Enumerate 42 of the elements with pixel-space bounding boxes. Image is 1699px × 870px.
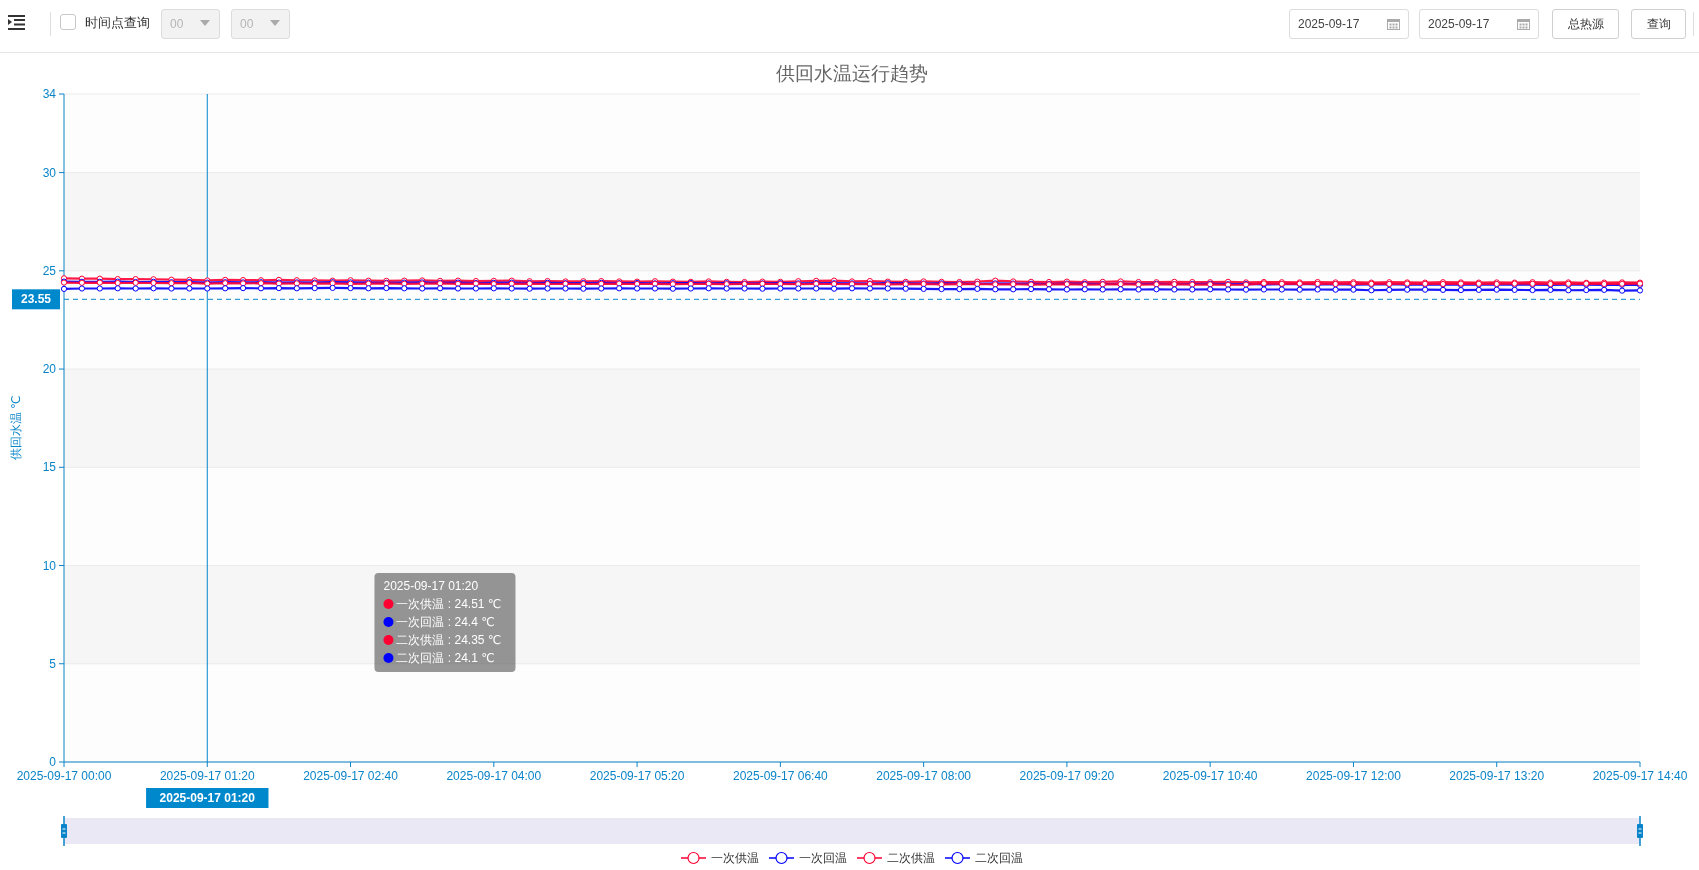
y-tick-label: 5 [49,656,57,671]
x-tick-label: 2025-09-17 09:20 [1019,769,1115,783]
y-tick-label: 10 [42,558,57,573]
legend-label: 一次回温 [799,851,847,865]
ref-line-label: 2025-09-17 01:20 [146,788,269,808]
date-input: 2025-09-17 [1289,9,1409,39]
x-tick-label: 2025-09-17 10:40 [1162,769,1258,783]
annotation: 2025-09-17 01:20 [383,578,479,593]
text: 时间点查询 [85,14,150,32]
ref-line-label: 23.55 [20,292,52,307]
select: 00 [161,9,220,39]
annotation: 一次回温 : 24.4 ℃ [396,614,495,629]
ref-line-label: 2025-09-17 01:20 [159,791,256,805]
y-tick-label: 25 [42,263,57,278]
y-axis-title: 供回水温 ℃ [9,395,23,461]
x-tick-label: 2025-09-17 13:20 [1449,769,1545,783]
x-tick-label: 2025-09-17 00:00 [16,769,112,783]
chart-title: 供回水温运行趋势 [776,63,928,84]
ref-line-label: 23.55 [12,289,60,310]
x-tick-label: 2025-09-17 05:20 [589,769,685,783]
x-tick-label: 2025-09-17 08:00 [876,769,972,783]
annotation: 二次供温 : 24.35 ℃ [396,632,502,647]
y-tick-label: 15 [42,460,57,475]
x-tick-label: 2025-09-17 04:00 [446,769,542,783]
y-tick-label: 0 [49,755,57,769]
x-tick-label: 2025-09-17 06:40 [732,769,829,783]
x-tick-label: 2025-09-17 02:40 [303,769,399,783]
annotation: 一次供温 : 24.51 ℃ [396,596,502,611]
select: 00 [231,9,290,39]
legend-label: 一次供温 [711,851,759,865]
button: 查询 [1631,9,1686,39]
date-input: 2025-09-17 [1419,9,1539,39]
annotation: 二次回温 : 24.1 ℃ [396,650,495,665]
x-tick-label: 2025-09-17 12:00 [1306,769,1402,783]
x-tick-label: 2025-09-17 14:40 [1592,769,1688,783]
button: 总热源 [1552,9,1619,39]
y-tick-label: 30 [42,165,57,180]
x-tick-label: 2025-09-17 01:20 [159,769,255,783]
y-tick-label: 20 [42,362,57,377]
y-tick-label: 34 [42,87,57,101]
legend-label: 二次供温 [887,851,935,865]
legend-label: 二次回温 [975,851,1023,865]
